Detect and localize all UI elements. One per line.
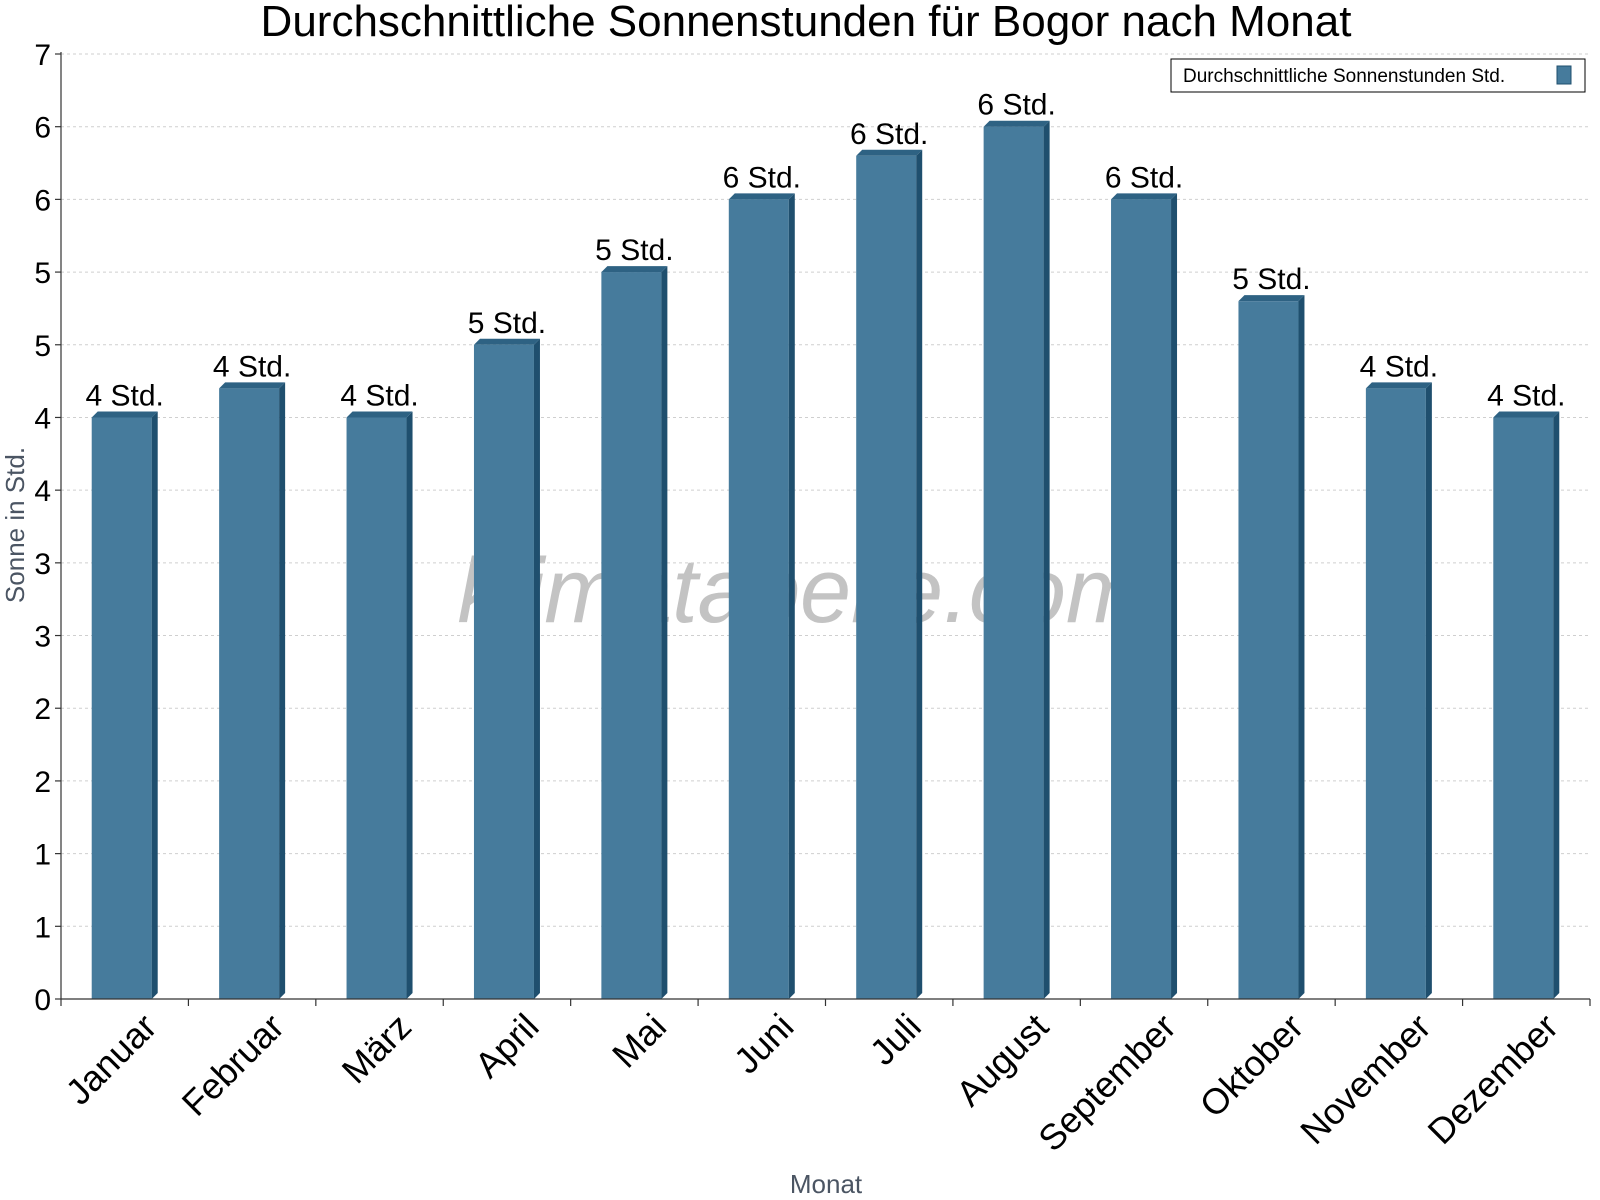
bar-11 [1493, 411, 1560, 999]
bar-1 [219, 382, 286, 999]
y-tick-label: 5 [34, 257, 51, 290]
data-label: 5 Std. [595, 234, 673, 267]
x-axis-title: Monat [790, 1169, 863, 1199]
x-tick-label: Januar [58, 1006, 165, 1113]
bar-0 [91, 411, 158, 999]
data-label: 4 Std. [340, 379, 418, 412]
bar-5 [728, 193, 795, 999]
bar-front [1493, 417, 1554, 999]
y-tick-label: 4 [34, 402, 51, 435]
legend-label: Durchschnittliche Sonnenstunden Std. [1183, 66, 1505, 87]
bar-front [983, 126, 1044, 999]
x-tick-label: Juli [862, 1006, 929, 1073]
bar-side [916, 149, 923, 999]
bar-top [856, 149, 923, 156]
bar-side [151, 411, 158, 999]
y-tick-label: 3 [34, 621, 51, 654]
bar-top [1238, 295, 1305, 302]
bar-side [1553, 411, 1560, 999]
data-label: 6 Std. [977, 89, 1055, 122]
x-tick-label: April [467, 1006, 547, 1086]
data-label: 6 Std. [723, 161, 801, 194]
y-tick-label: 2 [34, 693, 51, 726]
x-tick-label: September [1030, 1006, 1184, 1160]
data-label: 4 Std. [1487, 379, 1565, 412]
x-tick-label: Juni [726, 1006, 802, 1082]
bar-2 [346, 411, 413, 999]
bar-4 [601, 266, 668, 1000]
bar-side [1425, 382, 1432, 999]
bar-front [91, 417, 152, 999]
bar-side [788, 193, 795, 999]
y-tick-label: 4 [34, 475, 51, 508]
y-axis-title: Sonne in Std. [0, 447, 30, 603]
bar-top [983, 120, 1050, 127]
x-tick-label: November [1292, 1006, 1438, 1152]
bar-front [728, 199, 789, 999]
x-tick-label: August [948, 1006, 1056, 1114]
bar-front [219, 388, 280, 999]
y-tick-label: 6 [34, 184, 51, 217]
bar-front [346, 417, 407, 999]
bar-top [1111, 193, 1178, 200]
bar-top [91, 411, 158, 418]
x-tick-label: Dezember [1420, 1006, 1566, 1152]
data-label: 4 Std. [1360, 350, 1438, 383]
y-tick-label: 2 [34, 766, 51, 799]
bar-front [856, 155, 917, 999]
legend-box [1170, 58, 1586, 93]
grid-lines [61, 53, 1590, 927]
bar-side [661, 266, 668, 1000]
bar-top [219, 382, 286, 389]
y-tick-label: 7 [34, 39, 51, 72]
bar-side [1171, 193, 1178, 999]
chart-title: Durchschnittliche Sonnenstunden für Bogo… [261, 0, 1352, 46]
bar-6 [856, 149, 923, 999]
axes [55, 52, 1591, 1006]
bar-8 [1111, 193, 1178, 999]
data-label: 6 Std. [1105, 161, 1183, 194]
x-tick-label: Mai [604, 1006, 674, 1076]
data-label: 5 Std. [1232, 263, 1310, 296]
bar-front [601, 272, 662, 1000]
bar-top [1365, 382, 1432, 389]
data-label: 4 Std. [86, 379, 164, 412]
bar-7 [983, 120, 1050, 999]
bar-side [406, 411, 413, 999]
bar-10 [1365, 382, 1432, 999]
bar-front [1365, 388, 1426, 999]
bar-side [1043, 120, 1050, 999]
bar-front [1111, 199, 1172, 999]
y-tick-label: 3 [34, 548, 51, 581]
bar-side [1298, 295, 1305, 1000]
legend-swatch [1556, 65, 1572, 85]
bar-side [279, 382, 286, 999]
bar-top [346, 411, 413, 418]
y-tick-label: 5 [34, 330, 51, 363]
x-tick-label: März [334, 1006, 420, 1092]
bar-side [533, 338, 540, 999]
bars: 4 Std. 4 Std. 4 Std. 5 Std. 5 Std. 6 Std. 6 St… [86, 89, 1565, 1000]
bar-top [601, 266, 668, 273]
bar-9 [1238, 295, 1305, 1000]
x-tick-label: Februar [174, 1006, 292, 1124]
data-label: 5 Std. [468, 307, 546, 340]
y-tick-label: 1 [34, 839, 51, 872]
bar-top [473, 338, 540, 345]
y-tick-label: 1 [34, 911, 51, 944]
data-label: 4 Std. [213, 350, 291, 383]
bar-3 [473, 338, 540, 999]
y-tick-label: 0 [34, 984, 51, 1017]
bar-front [1238, 301, 1299, 1000]
data-label: 6 Std. [850, 118, 928, 151]
bar-top [728, 193, 795, 200]
x-tick-label: Oktober [1192, 1006, 1312, 1126]
bar-top [1493, 411, 1560, 418]
bar-front [473, 344, 534, 999]
y-tick-label: 6 [34, 112, 51, 145]
legend: Durchschnittliche Sonnenstunden Std. [1170, 58, 1586, 93]
